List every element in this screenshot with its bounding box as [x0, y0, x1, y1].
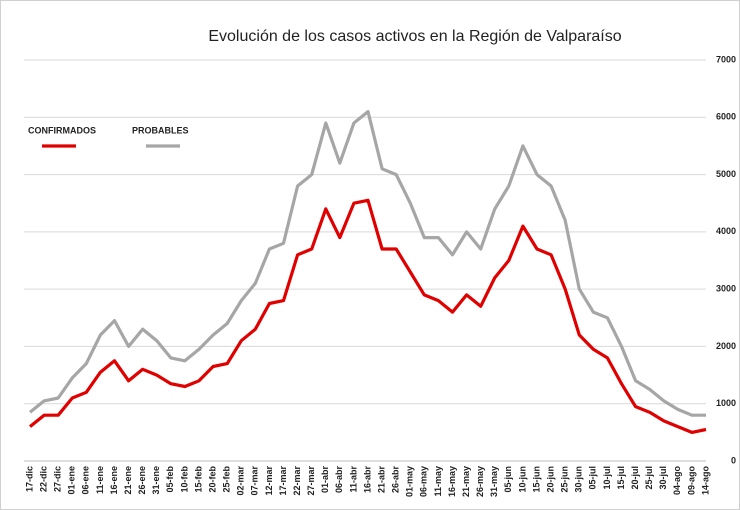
x-tick-label: 26-abr	[391, 466, 401, 494]
x-tick-label: 15-feb	[193, 466, 203, 493]
x-tick-label: 07-mar	[250, 466, 260, 496]
y-tick-label: 6000	[716, 112, 736, 122]
x-tick-label: 20-jul	[630, 466, 640, 490]
x-tick-label: 20-jun	[545, 466, 555, 493]
y-tick-label: 0	[731, 455, 736, 465]
x-tick-label: 05-jul	[588, 466, 598, 490]
x-tick-label: 15-jun	[531, 466, 541, 493]
x-tick-label: 30-jun	[574, 466, 584, 493]
legend-label: CONFIRMADOS	[28, 125, 96, 135]
x-tick-label: 09-ago	[686, 466, 696, 496]
x-tick-label: 27-dic	[53, 466, 63, 492]
series-line	[28, 110, 706, 417]
x-tick-label: 16-abr	[362, 466, 372, 494]
y-tick-label: 3000	[716, 284, 736, 294]
x-tick-label: 17-dic	[24, 466, 34, 492]
x-tick-label: 05-jun	[503, 466, 513, 493]
x-tick-label: 06-abr	[334, 466, 344, 494]
x-tick-label: 25-jun	[560, 466, 570, 493]
x-tick-label: 01-may	[405, 466, 415, 497]
x-tick-label: 02-mar	[236, 466, 246, 496]
legend-label: PROBABLES	[132, 125, 189, 135]
x-tick-label: 31-ene	[151, 466, 161, 495]
series-line	[28, 198, 707, 434]
x-tick-label: 11-may	[433, 466, 443, 497]
x-tick-label: 14-ago	[700, 466, 710, 496]
x-tick-label: 11-ene	[95, 466, 105, 494]
x-tick-label: 16-ene	[109, 466, 119, 495]
x-tick-label: 06-ene	[81, 466, 91, 495]
x-tick-label: 10-feb	[179, 466, 189, 493]
chart-title: Evolución de los casos activos en la Reg…	[208, 28, 621, 45]
x-tick-label: 17-mar	[278, 466, 288, 496]
x-tick-label: 10-jul	[602, 466, 612, 490]
x-tick-label: 26-ene	[137, 466, 147, 495]
x-tick-label: 01-ene	[67, 466, 77, 495]
x-tick-label: 10-jun	[517, 466, 527, 493]
x-tick-label: 16-may	[447, 466, 457, 497]
x-tick-label: 11-abr	[348, 466, 358, 493]
x-tick-label: 05-feb	[165, 466, 175, 493]
x-tick-label: 27-mar	[306, 466, 316, 496]
x-tick-label: 25-jul	[644, 466, 654, 490]
x-tick-label: 15-jul	[616, 466, 626, 490]
x-tick-label: 22-mar	[292, 466, 302, 496]
x-tick-label: 21-may	[461, 466, 471, 497]
x-tick-label: 31-may	[489, 466, 499, 497]
y-tick-label: 4000	[716, 226, 736, 236]
x-tick-label: 04-ago	[672, 466, 682, 496]
x-tick-label: 20-feb	[207, 466, 217, 493]
x-tick-label: 26-may	[475, 466, 485, 497]
y-tick-label: 5000	[716, 169, 736, 179]
x-tick-label: 21-ene	[123, 466, 133, 495]
x-tick-label: 06-may	[419, 466, 429, 497]
y-tick-label: 7000	[716, 54, 736, 64]
y-tick-label: 2000	[716, 341, 736, 351]
x-tick-label: 21-abr	[376, 466, 386, 494]
x-tick-label: 30-jul	[658, 466, 668, 490]
y-tick-label: 1000	[716, 398, 736, 408]
x-tick-label: 01-abr	[320, 466, 330, 494]
x-tick-label: 25-feb	[222, 466, 232, 493]
x-tick-label: 12-mar	[264, 466, 274, 496]
x-tick-label: 22-dic	[38, 466, 48, 492]
